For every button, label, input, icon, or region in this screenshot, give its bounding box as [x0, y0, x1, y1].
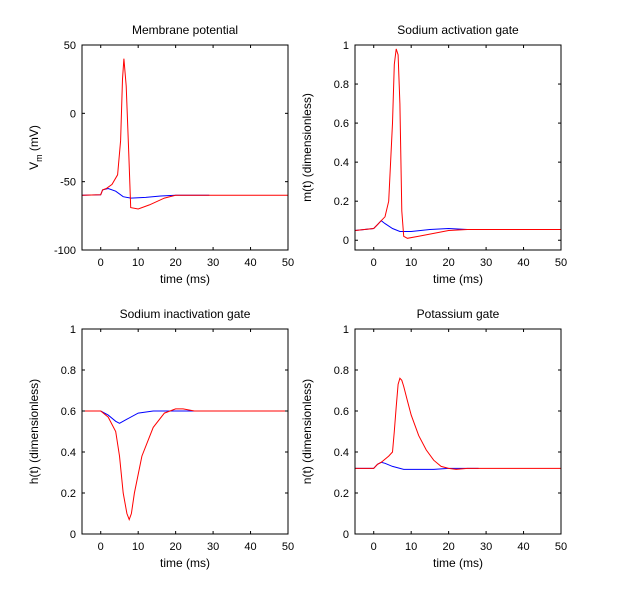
chart-title: Sodium activation gate: [397, 23, 519, 37]
chart-title: Sodium inactivation gate: [120, 307, 251, 321]
y-tick-label: 0.6: [334, 118, 349, 130]
x-tick-label: 40: [244, 541, 256, 553]
x-tick-label: 50: [282, 257, 294, 269]
series-line-2: [82, 408, 288, 522]
y-tick-label: 0.2: [61, 488, 76, 500]
x-tick-label: 0: [371, 257, 377, 269]
x-tick-label: 30: [207, 257, 219, 269]
y-tick-label: 1: [70, 324, 76, 336]
x-tick-label: 20: [170, 541, 182, 553]
x-tick-label: 50: [555, 257, 567, 269]
subplot-3: 0 10 20 30 40 50 0 0.2 0.4 0.6 0.8 1 Sodium inactiva…: [27, 307, 294, 570]
y-tick-label: 1: [343, 40, 349, 52]
x-axis-label: time (ms): [160, 556, 210, 570]
x-tick-label: 0: [98, 257, 104, 269]
y-axis-label: n(t) (dimensionless): [300, 379, 314, 484]
x-tick-label: 20: [443, 541, 455, 553]
x-tick-label: 40: [517, 257, 529, 269]
y-tick-label: 0.4: [61, 447, 76, 459]
y-tick-label: 0.8: [334, 79, 349, 91]
x-axis-label: time (ms): [433, 556, 483, 570]
series-line-2: [355, 48, 561, 239]
y-axis-label: m(t) (dimensionless): [300, 93, 314, 202]
axes-frame: [354, 44, 562, 251]
y-tick-label: 0: [70, 529, 76, 541]
x-tick-label: 30: [480, 257, 492, 269]
y-tick-label: 1: [343, 324, 349, 336]
subplot-4: 0 10 20 30 40 50 0 0.2 0.4 0.6 0.8 1 Potassium gate t…: [300, 307, 567, 570]
series-line-2: [82, 58, 288, 210]
y-tick-label: 0: [70, 108, 76, 120]
x-axis-label: time (ms): [160, 272, 210, 286]
y-tick-label: 0: [343, 529, 349, 541]
subplot-1: 0 10 20 30 40 50 -100 -50 0 50 Membrane potential t…: [27, 23, 294, 286]
series-line-1: [82, 410, 210, 424]
x-axis-label: time (ms): [433, 272, 483, 286]
x-tick-label: 10: [405, 257, 417, 269]
subplot-2: 0 10 20 30 40 50 0 0.2 0.4 0.6 0.8 1 Sodium activati…: [300, 23, 567, 286]
y-tick-label: -100: [54, 245, 76, 257]
y-tick-label: 0.8: [334, 365, 349, 377]
x-tick-label: 20: [170, 257, 182, 269]
series-line-2: [355, 377, 561, 470]
y-tick-label: 0.6: [61, 406, 76, 418]
y-tick-label: 0.6: [334, 406, 349, 418]
y-axis-label: h(t) (dimensionless): [27, 379, 41, 484]
y-tick-label: 0.2: [334, 196, 349, 208]
x-tick-label: 10: [132, 541, 144, 553]
y-axis-label: Vm (mV): [27, 125, 44, 170]
x-tick-label: 30: [480, 541, 492, 553]
x-tick-label: 50: [282, 541, 294, 553]
x-tick-label: 0: [98, 541, 104, 553]
x-tick-label: 50: [555, 541, 567, 553]
y-tick-label: 0.4: [334, 447, 349, 459]
axes-frame: [354, 328, 562, 535]
y-tick-label: -50: [60, 177, 76, 189]
x-tick-label: 40: [517, 541, 529, 553]
x-tick-label: 10: [405, 541, 417, 553]
chart-title: Potassium gate: [417, 307, 500, 321]
chart-title: Membrane potential: [132, 23, 238, 37]
y-tick-label: 0.4: [334, 157, 349, 169]
y-tick-label: 0.2: [334, 488, 349, 500]
y-tick-label: 0: [343, 235, 349, 247]
y-tick-label: 50: [64, 40, 76, 52]
x-tick-label: 10: [132, 257, 144, 269]
x-tick-label: 20: [443, 257, 455, 269]
x-tick-label: 40: [244, 257, 256, 269]
y-tick-label: 0.8: [61, 365, 76, 377]
x-tick-label: 0: [371, 541, 377, 553]
axes-frame: [81, 328, 289, 535]
axes-frame: [81, 44, 289, 251]
x-tick-label: 30: [207, 541, 219, 553]
